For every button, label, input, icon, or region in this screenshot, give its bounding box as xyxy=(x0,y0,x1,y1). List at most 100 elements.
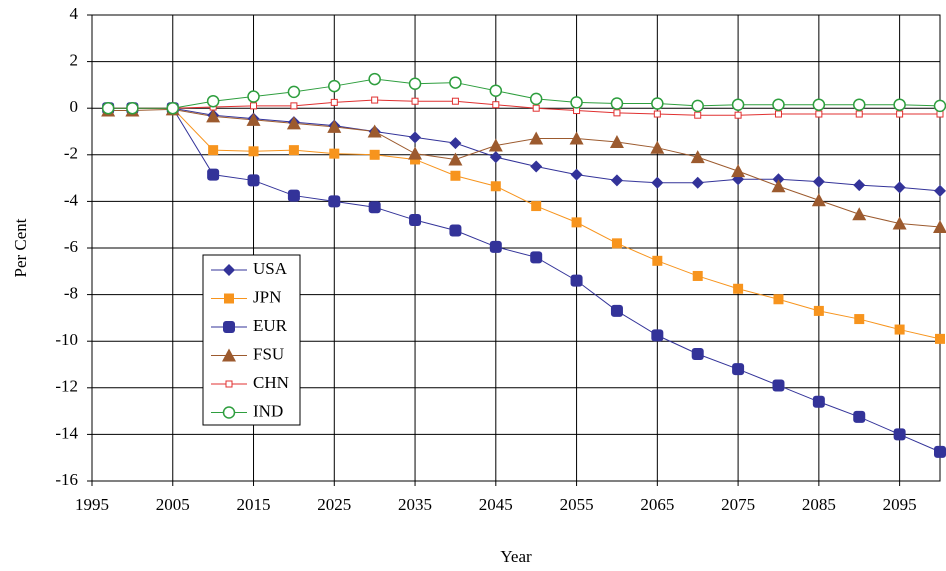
y-tick-label: -14 xyxy=(55,423,78,442)
legend-label: EUR xyxy=(253,316,288,335)
marker xyxy=(811,193,826,207)
marker xyxy=(489,151,502,164)
legend-label: USA xyxy=(253,259,288,278)
marker xyxy=(731,164,746,178)
marker xyxy=(691,176,704,189)
x-tick-label: 2005 xyxy=(156,495,190,514)
marker xyxy=(126,101,139,115)
marker xyxy=(101,101,115,115)
x-tick-label: 2045 xyxy=(479,495,513,514)
marker xyxy=(893,428,906,441)
x-axis-label: Year xyxy=(500,547,532,566)
marker xyxy=(734,111,742,119)
marker xyxy=(247,90,260,103)
marker xyxy=(489,240,502,253)
y-axis-label: Per Cent xyxy=(11,218,30,277)
marker xyxy=(609,134,624,148)
y-tick-label: 0 xyxy=(70,97,79,116)
marker xyxy=(771,179,786,193)
marker xyxy=(852,98,866,111)
marker xyxy=(488,138,503,152)
y-tick-label: 4 xyxy=(70,4,79,23)
marker xyxy=(812,175,825,188)
legend-label: FSU xyxy=(253,344,284,363)
marker xyxy=(411,97,419,105)
marker xyxy=(651,97,664,110)
marker xyxy=(409,214,422,227)
marker xyxy=(570,168,583,181)
marker xyxy=(613,109,621,117)
marker xyxy=(852,207,867,221)
marker xyxy=(409,131,422,144)
marker xyxy=(569,131,584,145)
series-line xyxy=(108,108,941,228)
legend-marker xyxy=(222,406,236,419)
marker xyxy=(492,101,500,109)
marker xyxy=(934,184,946,197)
marker xyxy=(288,145,299,156)
x-tick-label: 1995 xyxy=(75,495,109,514)
legend-marker xyxy=(223,264,235,276)
y-tick-label: -10 xyxy=(55,330,78,349)
marker xyxy=(570,96,583,109)
marker xyxy=(250,102,258,110)
marker xyxy=(530,251,543,264)
marker xyxy=(694,111,702,119)
marker xyxy=(368,72,381,86)
marker xyxy=(529,92,543,106)
marker xyxy=(853,410,866,423)
y-tick-label: -6 xyxy=(64,237,78,256)
marker xyxy=(449,224,462,237)
marker xyxy=(246,112,261,126)
marker xyxy=(206,94,220,108)
y-tick-label: -4 xyxy=(64,190,79,209)
y-tick-label: -16 xyxy=(55,470,78,489)
marker xyxy=(328,79,341,93)
y-tick-label: -2 xyxy=(64,144,78,163)
marker xyxy=(489,84,503,97)
marker xyxy=(451,97,459,105)
marker xyxy=(571,217,582,228)
marker xyxy=(813,305,824,316)
marker xyxy=(893,98,906,111)
x-tick-label: 2065 xyxy=(640,495,674,514)
x-tick-label: 2035 xyxy=(398,495,432,514)
marker xyxy=(329,148,340,159)
legend-marker xyxy=(225,380,233,388)
x-tick-label: 2055 xyxy=(560,495,594,514)
marker xyxy=(206,109,221,123)
legend-label: CHN xyxy=(253,373,289,392)
marker xyxy=(328,195,341,208)
series-line xyxy=(108,78,941,109)
marker xyxy=(893,181,906,194)
marker xyxy=(286,116,301,130)
marker xyxy=(733,283,744,294)
legend-box xyxy=(202,254,301,426)
marker xyxy=(934,445,946,458)
marker xyxy=(732,363,745,376)
marker xyxy=(854,314,865,325)
marker xyxy=(570,274,583,287)
marker xyxy=(448,152,463,166)
marker xyxy=(610,97,624,110)
y-tick-label: 2 xyxy=(70,51,79,70)
marker xyxy=(815,110,823,118)
marker xyxy=(691,348,704,361)
marker xyxy=(532,104,540,112)
y-tick-label: -8 xyxy=(64,284,78,303)
marker xyxy=(367,124,382,138)
marker xyxy=(247,174,260,187)
marker xyxy=(408,77,422,90)
series-line xyxy=(108,107,941,340)
marker xyxy=(371,96,379,104)
marker xyxy=(166,101,180,115)
y-tick-label: -12 xyxy=(55,377,78,396)
marker xyxy=(368,201,381,214)
marker xyxy=(933,99,946,113)
series-line xyxy=(108,107,941,453)
marker xyxy=(933,220,946,234)
legend-marker xyxy=(222,348,236,362)
x-tick-label: 2095 xyxy=(883,495,917,514)
marker xyxy=(330,98,338,106)
